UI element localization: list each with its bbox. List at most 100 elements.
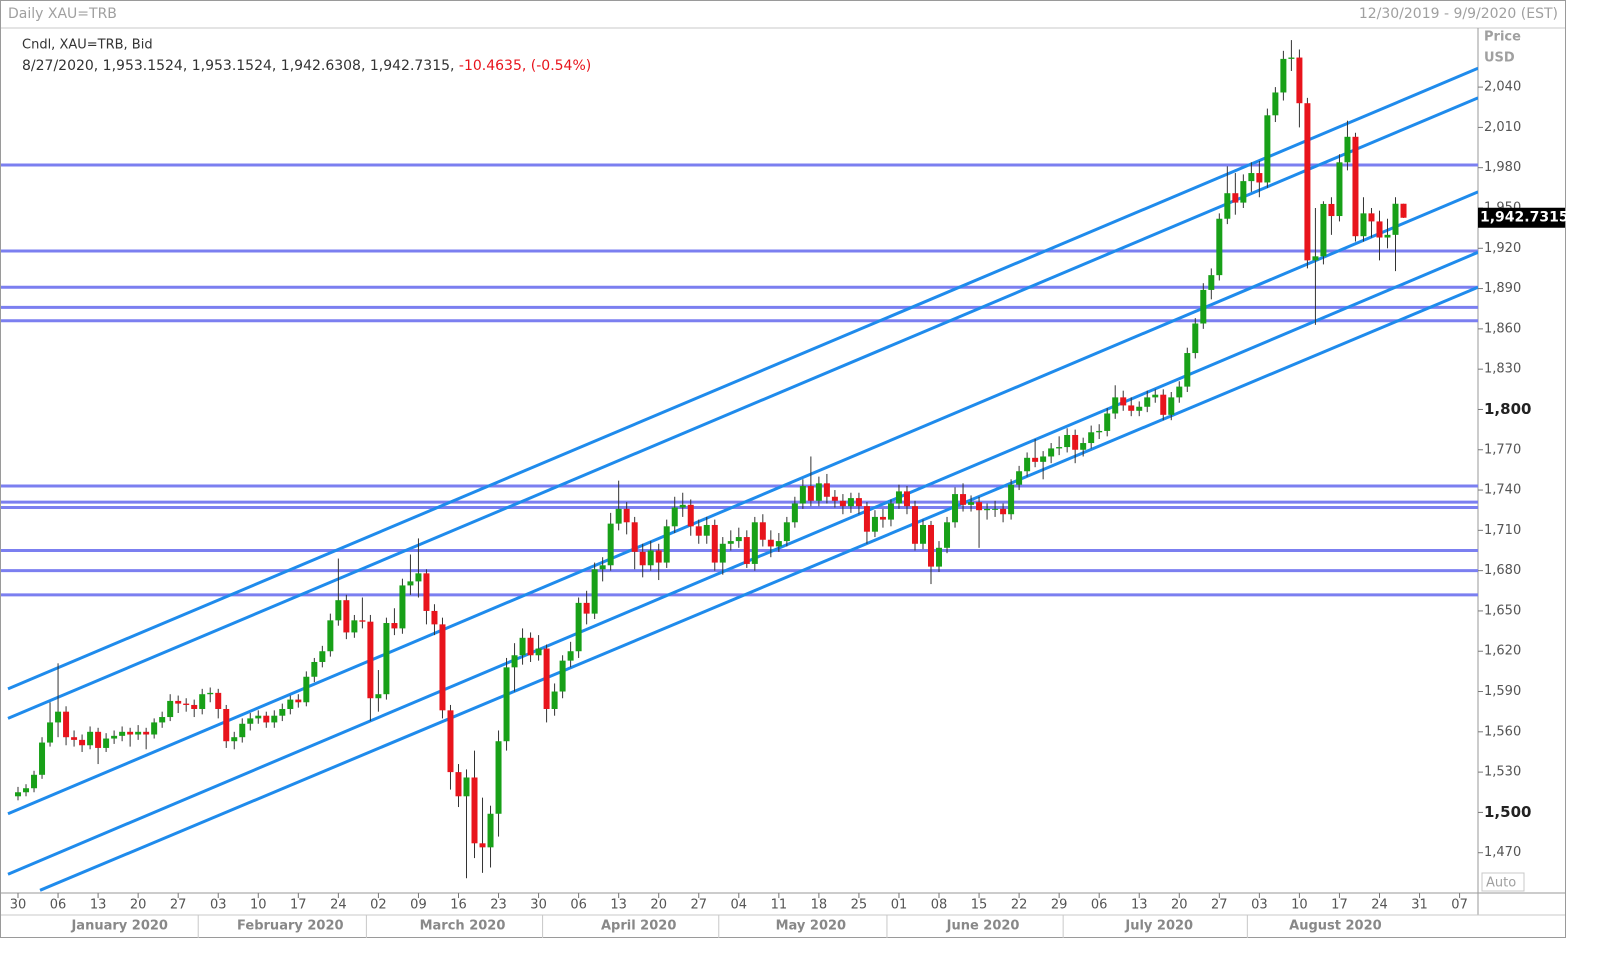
candle-body [215, 692, 222, 709]
candle-body [807, 486, 814, 501]
candle-body [984, 508, 991, 511]
candle-body [1240, 181, 1247, 203]
candle-body [1320, 203, 1327, 257]
candle-body [1400, 203, 1407, 218]
x-tick-label: 31 [1411, 898, 1428, 913]
y-tick-label: 1,650 [1484, 603, 1521, 618]
candle-body [1064, 434, 1071, 448]
candle-body [1288, 57, 1295, 59]
candle-body [815, 483, 822, 501]
candle-body [167, 700, 174, 718]
candle-body [936, 547, 943, 567]
candle-body [759, 522, 766, 540]
candle-body [607, 523, 614, 566]
candle-body [1384, 234, 1391, 238]
candle-body [639, 551, 646, 566]
candle-body [968, 502, 975, 505]
candle-body [1272, 92, 1279, 116]
candle-body [95, 731, 102, 748]
candle-body [1016, 471, 1023, 485]
x-tick-label: 06 [1091, 898, 1108, 913]
candle-body [1080, 443, 1087, 450]
candle-body [55, 711, 62, 723]
candle-body [1232, 193, 1239, 203]
candle-body [415, 573, 422, 582]
candle-body [655, 550, 662, 563]
candle-body [551, 691, 558, 709]
y-tick-label: 1,560 [1484, 724, 1521, 739]
x-tick-label: 13 [90, 898, 107, 913]
x-tick-label: 20 [130, 898, 147, 913]
candle-body [535, 648, 542, 656]
candle-body [631, 522, 638, 552]
candle-body [255, 715, 262, 719]
month-label: June 2020 [946, 919, 1020, 934]
candle-body [879, 516, 886, 520]
candle-body [343, 600, 350, 633]
candle-body [727, 541, 734, 544]
candle-body [976, 502, 983, 511]
candle-body [391, 623, 398, 629]
x-tick-label: 27 [690, 898, 707, 913]
candle-body [1392, 203, 1399, 235]
x-tick-label: 06 [50, 898, 67, 913]
candle-body [952, 494, 959, 523]
month-label: May 2020 [776, 919, 847, 934]
info-line: 8/27/2020, 1,953.1524, 1,953.1524, 1,942… [22, 58, 591, 74]
candle-body [71, 737, 78, 740]
candle-body [231, 737, 238, 742]
candle-body [351, 620, 358, 633]
date-range: 12/30/2019 - 9/9/2020 (EST) [1359, 6, 1558, 22]
candle-body [199, 694, 206, 709]
candle-body [479, 843, 486, 848]
y-tick-label: 1,680 [1484, 563, 1521, 578]
y-tick-label: 2,040 [1484, 80, 1521, 95]
candle-body [247, 718, 254, 724]
candle-body [1304, 103, 1311, 261]
y-tick-label: 1,740 [1484, 483, 1521, 498]
candle-body [679, 504, 686, 508]
scale-button[interactable] [1481, 872, 1525, 892]
candle-body [671, 507, 678, 527]
x-tick-label: 29 [1051, 898, 1068, 913]
y-tick-label: 2,010 [1484, 120, 1521, 135]
x-tick-label: 30 [10, 898, 27, 913]
candle-body [1032, 457, 1039, 462]
x-tick-label: 17 [1331, 898, 1348, 913]
candle-body [1264, 115, 1271, 183]
y-tick-label: 1,830 [1484, 362, 1521, 377]
candle-body [1048, 448, 1055, 457]
month-label: August 2020 [1289, 919, 1382, 934]
candle-body [295, 699, 302, 703]
candle-body [703, 524, 710, 536]
info-values: 8/27/2020, 1,953.1524, 1,953.1524, 1,942… [22, 58, 459, 74]
candle-body [1040, 456, 1047, 462]
y-tick-label: 1,770 [1484, 442, 1521, 457]
y-tick-label: 1,470 [1484, 845, 1521, 860]
trend-line [39, 285, 1478, 892]
candle-body [223, 708, 230, 742]
scale-mode[interactable]: Auto [1486, 876, 1516, 891]
candle-body [335, 600, 342, 621]
candle-body [263, 715, 270, 723]
candle-body [855, 498, 862, 507]
candle-body [1328, 203, 1335, 217]
candle-body [911, 506, 918, 544]
candle-body [511, 655, 518, 668]
x-tick-label: 30 [530, 898, 547, 913]
candle-body [695, 526, 702, 536]
candle-body [1056, 447, 1063, 449]
x-tick-label: 20 [1171, 898, 1188, 913]
y-tick-label: 1,890 [1484, 281, 1521, 296]
candle-body [423, 573, 430, 611]
x-tick-label: 24 [330, 898, 347, 913]
candle-body [903, 491, 910, 507]
info-change: -10.4635, (-0.54%) [459, 58, 591, 74]
candle-body [944, 522, 951, 548]
x-tick-label: 06 [570, 898, 587, 913]
candle-body [87, 731, 94, 746]
candle-body [1144, 397, 1151, 407]
candle-body [663, 526, 670, 563]
candle-body [719, 543, 726, 563]
